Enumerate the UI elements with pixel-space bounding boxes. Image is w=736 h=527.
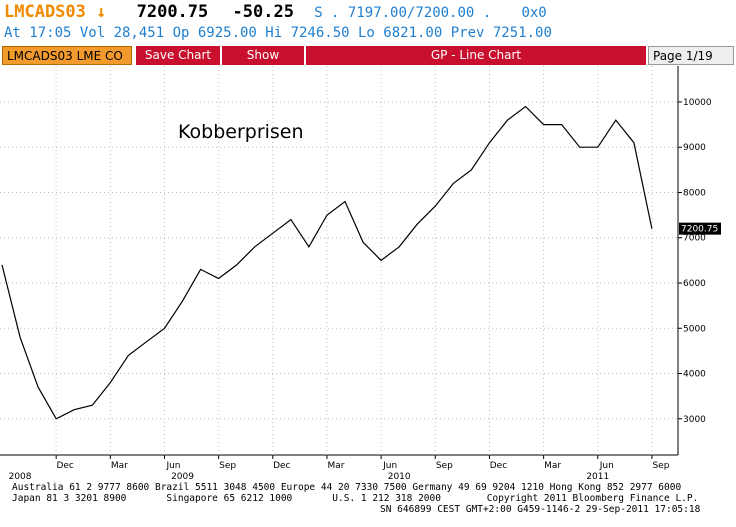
x-tick-label: Jun	[165, 461, 180, 471]
chart-title: Kobberprisen	[178, 121, 304, 143]
function-bar: GP - Line Chart	[306, 46, 646, 65]
quote-line: LMCADS03 ↓ 7200.75 -50.25 S . 7197.00/72…	[4, 2, 547, 22]
year-label: 2009	[171, 472, 194, 482]
y-tick-label: 8000	[683, 188, 706, 198]
footer-line: Japan 81 3 3201 8900 Singapore 65 6212 1…	[12, 493, 699, 504]
security-box[interactable]: LMCADS03 LME CO	[2, 46, 132, 65]
x-tick-label: Jun	[382, 461, 397, 471]
x-tick-label: Dec	[56, 461, 73, 471]
x-tick-label: Sep	[652, 461, 669, 471]
ticker: LMCADS03 ↓	[4, 2, 107, 22]
year-label: 2010	[388, 472, 411, 482]
last-value-label: 7200.75	[681, 225, 718, 235]
page-indicator: Page 1/19	[648, 46, 734, 65]
y-tick-label: 3000	[683, 415, 706, 425]
x-tick-label: Mar	[544, 461, 561, 471]
y-tick-label: 6000	[683, 279, 706, 289]
last-value-tag	[679, 222, 721, 235]
change: -50.25	[232, 2, 294, 22]
last-price: 7200.75	[136, 2, 209, 22]
y-tick-label: 7000	[683, 234, 706, 244]
show-button[interactable]: Show	[222, 46, 304, 65]
x-tick-label: Sep	[219, 461, 236, 471]
year-label: 2011	[586, 472, 609, 482]
y-tick-label: 4000	[683, 370, 706, 380]
stats-line: At 17:05 Vol 28,451 Op 6925.00 Hi 7246.5…	[4, 25, 552, 41]
y-tick-label: 5000	[683, 324, 706, 334]
x-tick-label: Dec	[490, 461, 507, 471]
x-tick-label: Dec	[273, 461, 290, 471]
y-tick-label: 10000	[683, 98, 712, 108]
x-tick-label: Mar	[111, 461, 128, 471]
chart: Kobberprisen 3000 4000 5000 6000 7000 8000 900…	[0, 66, 736, 482]
footer-line: Australia 61 2 9777 8600 Brazil 5511 304…	[12, 482, 682, 493]
price-line	[1, 105, 653, 420]
year-label: 2008	[9, 472, 32, 482]
y-tick-label: 9000	[683, 143, 706, 153]
save-chart-button[interactable]: Save Chart	[136, 46, 220, 65]
chart-bg	[0, 66, 736, 480]
x-tick-label: Jun	[599, 461, 614, 471]
footer-line: SN 646899 CEST GMT+2:00 G459-1146-2 29-S…	[380, 504, 701, 515]
size: 0x0	[521, 5, 547, 21]
bid-ask: S . 7197.00/7200.00 .	[314, 5, 492, 21]
x-tick-label: Mar	[327, 461, 344, 471]
x-tick-label: Sep	[436, 461, 453, 471]
